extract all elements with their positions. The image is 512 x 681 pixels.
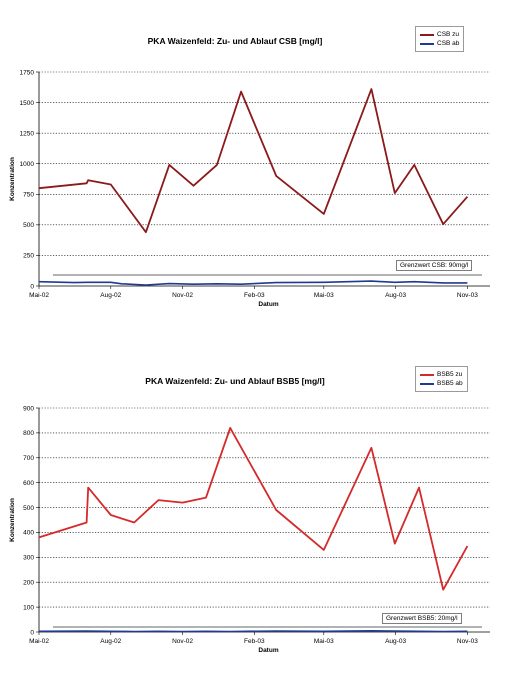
legend-label: CSB zu xyxy=(437,31,460,38)
y-tick-label: 250 xyxy=(23,253,34,260)
x-tick-label: Aug-02 xyxy=(100,638,121,645)
y-axis-title: Konzentration xyxy=(9,498,16,542)
legend-label: BSB5 zu xyxy=(437,371,463,378)
legend-item: CSB ab xyxy=(420,39,459,48)
y-tick-label: 500 xyxy=(23,505,34,512)
chart-svg: 0 100 200 300 400 500 600 700 800 900 Mai-02 Aug-02… xyxy=(9,405,490,654)
legend-swatch-csb-zu xyxy=(420,33,434,36)
chart-bsb5: PKA Waizenfeld: Zu- und Ablauf BSB5 [mg/… xyxy=(0,362,512,662)
y-tick-label: 100 xyxy=(23,604,34,611)
x-axis-title: Datum xyxy=(258,647,278,654)
y-axis-title: Konzentration xyxy=(9,157,16,201)
series-line-bsb5-ab xyxy=(38,629,468,633)
chart-title: PKA Waizenfeld: Zu- und Ablauf BSB5 [mg/… xyxy=(145,376,325,386)
legend-label: BSB5 ab xyxy=(437,380,463,387)
y-tick-label: 1000 xyxy=(20,161,35,168)
y-tick-label: 200 xyxy=(23,580,34,587)
limit-annotation: Grenzwert BSB5: 20mg/l xyxy=(382,613,462,624)
limit-annotation: Grenzwert CSB: 90mg/l xyxy=(396,260,473,271)
legend: BSB5 zu BSB5 ab xyxy=(415,366,468,392)
legend: CSB zu CSB ab xyxy=(415,26,465,52)
y-tick-label: 1250 xyxy=(20,130,35,137)
y-tick-label: 400 xyxy=(23,530,34,537)
x-tick-label: Mai-03 xyxy=(314,638,334,645)
y-tick-label: 0 xyxy=(30,283,34,290)
y-tick-label: 800 xyxy=(23,430,34,437)
x-tick-label: Aug-02 xyxy=(100,292,121,299)
y-tick-label: 600 xyxy=(23,480,34,487)
chart-title: PKA Waizenfeld: Zu- und Ablauf CSB [mg/l… xyxy=(147,36,323,46)
x-tick-label: Nov-02 xyxy=(172,638,193,645)
x-tick-label: Mai-02 xyxy=(29,638,49,645)
legend-item: CSB zu xyxy=(420,30,459,39)
y-tick-label: 900 xyxy=(23,405,34,412)
chart-svg: 0 250 500 750 1000 1250 1500 1750 Mai-02 Aug-02 No… xyxy=(9,69,490,308)
y-tick-label: 300 xyxy=(23,555,34,562)
y-tick-label: 700 xyxy=(23,455,34,462)
y-tick-label: 500 xyxy=(23,222,34,229)
series-line-bsb5-zu xyxy=(38,427,469,591)
x-tick-label: Nov-02 xyxy=(172,292,193,299)
x-tick-label: Nov-03 xyxy=(457,292,478,299)
x-tick-label: Mai-02 xyxy=(29,292,49,299)
x-tick-label: Aug-03 xyxy=(385,638,406,645)
legend-swatch-bsb5-ab xyxy=(420,382,434,385)
y-tick-label: 1500 xyxy=(20,100,35,107)
series-line-csb-zu xyxy=(38,88,469,234)
y-tick-label: 750 xyxy=(23,192,34,199)
legend-label: CSB ab xyxy=(437,40,460,47)
legend-swatch-csb-ab xyxy=(420,42,434,45)
legend-item: BSB5 ab xyxy=(420,379,463,388)
x-axis-title: Datum xyxy=(258,301,278,308)
x-tick-label: Nov-03 xyxy=(457,638,478,645)
x-tick-label: Aug-03 xyxy=(385,292,406,299)
series-line-csb-ab xyxy=(38,280,468,286)
y-tick-label: 1750 xyxy=(20,69,35,76)
legend-item: BSB5 zu xyxy=(420,370,463,379)
chart-csb: PKA Waizenfeld: Zu- und Ablauf CSB [mg/l… xyxy=(0,22,512,322)
x-tick-label: Feb-03 xyxy=(244,638,265,645)
x-tick-label: Mai-03 xyxy=(314,292,334,299)
x-tick-label: Feb-03 xyxy=(244,292,265,299)
legend-swatch-bsb5-zu xyxy=(420,373,434,376)
y-tick-label: 0 xyxy=(30,629,34,636)
